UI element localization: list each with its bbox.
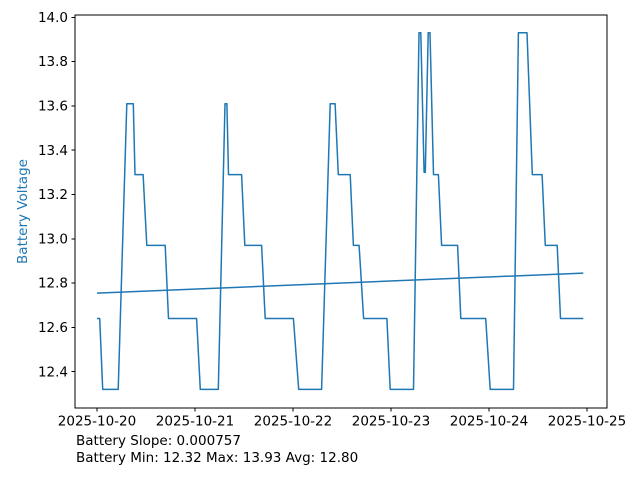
y-tick-label: 13.0	[38, 231, 68, 247]
x-tick-label: 2025-10-25	[548, 414, 626, 430]
y-tick-label: 14.0	[38, 10, 68, 26]
x-tick-label: 2025-10-21	[156, 414, 234, 430]
x-tick-label: 2025-10-20	[58, 414, 136, 430]
y-tick-label: 12.4	[38, 364, 68, 380]
y-tick-label: 13.6	[38, 99, 68, 115]
axes-frame	[74, 14, 608, 409]
x-tick-label: 2025-10-23	[352, 414, 430, 430]
y-tick-label: 13.2	[38, 187, 68, 203]
y-tick-label: 13.4	[38, 143, 68, 159]
x-tick-label: 2025-10-22	[254, 414, 332, 430]
battery-trend-line	[96, 272, 584, 294]
battery-stats-annotation: Battery Min: 12.32 Max: 13.93 Avg: 12.80	[76, 449, 359, 466]
y-tick-label: 13.8	[38, 54, 68, 70]
battery-voltage-line	[97, 32, 584, 391]
battery-slope-annotation: Battery Slope: 0.000757	[76, 433, 241, 449]
y-tick-label: 12.6	[38, 320, 68, 336]
y-tick-label: 12.8	[38, 276, 68, 292]
x-tick-label: 2025-10-24	[450, 414, 528, 430]
y-axis-label: Battery Voltage	[15, 159, 31, 264]
